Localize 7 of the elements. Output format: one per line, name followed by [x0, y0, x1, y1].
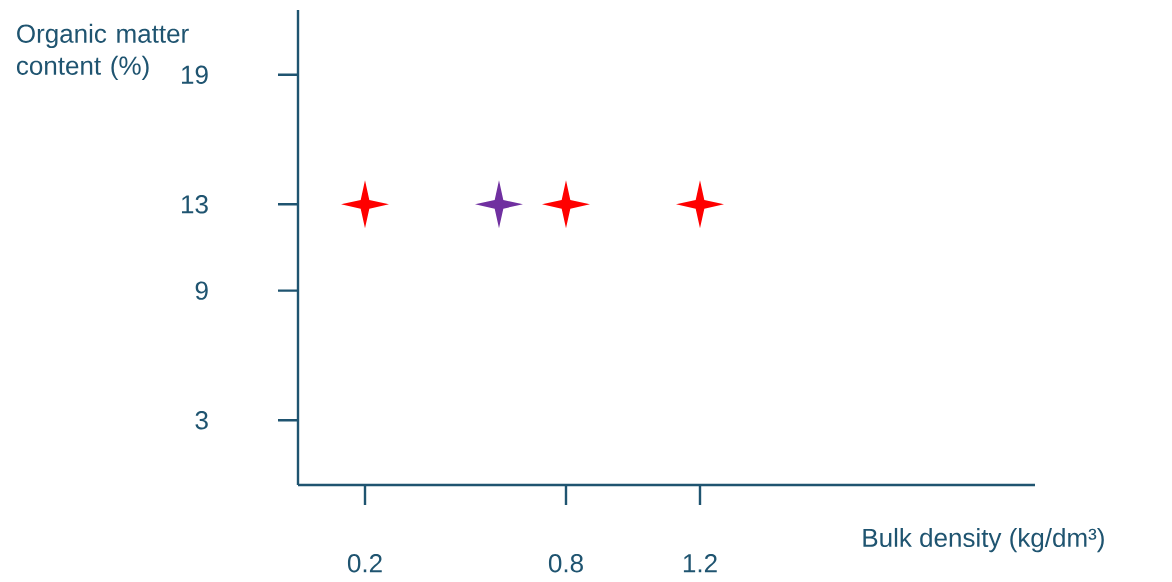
- x-tick-label: 1.2: [683, 554, 717, 573]
- y-tick-label: 3: [195, 411, 208, 430]
- x-tick-label: 0.8: [548, 554, 583, 573]
- x-tick-label: 0.2: [347, 554, 382, 573]
- y-tick-label: 9: [195, 281, 208, 300]
- x-axis-title: Bulk density (kg/dm³): [863, 527, 1104, 553]
- y-tick-label: 13: [181, 195, 208, 214]
